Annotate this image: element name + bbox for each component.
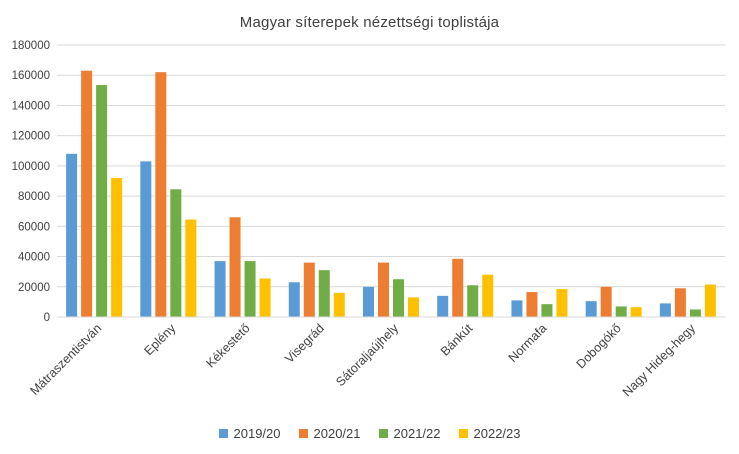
bar-2021-22 [541,304,553,317]
legend-label: 2021/22 [393,426,441,441]
bar-2021-22 [393,279,404,317]
bar-2020-21 [81,70,93,317]
y-tick-label: 0 [44,312,50,324]
bar-2020-21 [674,288,686,317]
bar-2019-20 [288,282,300,317]
bar-2021-22 [244,261,256,317]
bar-2019-20 [363,286,374,317]
bar-2022-23 [111,177,123,317]
y-tick-label: 140000 [12,100,50,112]
y-tick-label: 80000 [18,191,50,203]
legend-label: 2020/21 [313,426,361,441]
bar-2019-20 [511,300,523,317]
bar-2020-21 [303,262,315,317]
legend-swatch [298,429,308,438]
legend-swatch [218,429,228,438]
bar-2022-23 [408,297,419,317]
x-tick-label: Eplény [142,321,179,358]
legend-item: 2022/23 [458,426,521,441]
legend-label: 2022/23 [473,426,521,441]
bar-2021-22 [96,85,108,318]
x-tick-label: Dobogókő [574,321,624,371]
bar-2022-23 [259,278,271,317]
legend-swatch [458,429,468,438]
y-tick-label: 160000 [12,70,50,82]
bar-2022-23 [333,292,345,317]
bar-2019-20 [66,153,78,317]
bar-2022-23 [556,289,568,317]
bar-2021-22 [318,270,330,317]
bar-2020-21 [452,258,464,317]
legend-swatch [378,429,388,438]
bar-2022-23 [185,219,197,317]
bar-2019-20 [140,161,152,317]
y-tick-label: 40000 [18,252,50,264]
bar-2022-23 [704,284,716,317]
legend-label: 2019/20 [233,426,281,441]
bar-2021-22 [170,189,182,317]
legend-item: 2020/21 [298,426,361,441]
y-tick-label: 100000 [12,161,50,173]
bar-2022-23 [630,307,642,317]
bar-2019-20 [585,301,597,317]
bar-2020-21 [155,72,167,317]
x-tick-label: Visegrád [282,321,327,366]
chart-title: Magyar síterepek nézettségi toplistája [239,14,500,31]
x-tick-label: Kékestető [203,321,252,370]
bar-2020-21 [600,286,612,317]
legend: 2019/20 2020/21 2021/22 2022/23 [0,426,739,441]
x-tick-label: Sátoraljaújhely [333,321,401,389]
x-tick-label: Nagy Hideg-hegy [620,321,699,400]
bar-2021-22 [689,309,701,317]
bar-2020-21 [378,262,389,317]
bar-2019-20 [437,295,449,317]
x-tick-label: Mátraszentistván [28,321,105,398]
x-tick-label: Bánkút [438,321,476,359]
bar-2022-23 [482,274,494,317]
legend-item: 2021/22 [378,426,441,441]
bar-2019-20 [659,303,671,317]
bar-2019-20 [214,261,226,317]
y-tick-label: 60000 [18,221,50,233]
bar-2021-22 [467,285,479,317]
bar-2021-22 [615,306,627,317]
bar-2020-21 [229,217,241,317]
legend-item: 2019/20 [218,426,281,441]
y-tick-label: 20000 [18,282,50,294]
y-tick-label: 120000 [12,131,50,143]
bar-2020-21 [526,292,538,317]
y-tick-label: 180000 [12,40,50,52]
x-tick-label: Normafa [506,321,550,365]
